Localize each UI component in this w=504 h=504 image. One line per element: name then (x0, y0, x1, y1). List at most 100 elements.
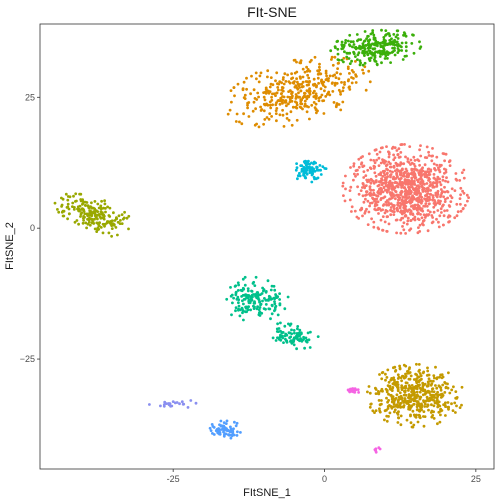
data-point-orange (327, 77, 330, 80)
data-point-orange (306, 68, 310, 71)
data-point-olive (93, 227, 97, 231)
data-point-red (377, 227, 381, 231)
data-point-red (370, 178, 374, 182)
data-point-purple (186, 406, 190, 409)
data-point-gold (415, 413, 418, 417)
data-point-gold (438, 375, 441, 379)
data-point-olive (99, 204, 103, 208)
data-point-red (398, 164, 402, 167)
data-point-green (380, 49, 384, 53)
data-point-orange (296, 80, 299, 84)
data-point-gold (417, 363, 421, 366)
data-point-red (442, 223, 445, 227)
data-point-orange (295, 118, 299, 122)
data-point-gold (394, 369, 397, 373)
data-point-red (462, 168, 466, 172)
data-point-red (407, 185, 410, 189)
data-point-gold (390, 395, 394, 399)
data-point-red (385, 209, 389, 213)
data-point-green (401, 58, 405, 61)
data-point-red (459, 193, 462, 197)
data-point-red (404, 182, 407, 186)
data-point-orange (286, 73, 289, 77)
data-point-red (396, 175, 399, 179)
data-point-olive (83, 212, 87, 216)
data-point-orange (252, 100, 256, 104)
data-point-red (354, 174, 357, 178)
data-point-red (399, 151, 403, 154)
data-point-teal (296, 327, 299, 331)
data-point-gold (412, 378, 416, 381)
data-point-green (379, 44, 383, 48)
data-point-blue (223, 432, 227, 436)
data-point-orange (321, 99, 324, 103)
data-point-olive (88, 217, 92, 221)
data-point-red (416, 204, 420, 208)
data-point-orange (297, 91, 300, 95)
data-point-teal (247, 301, 251, 305)
data-point-olive (66, 198, 70, 202)
data-point-purple (170, 404, 174, 408)
data-point-gold (384, 372, 387, 376)
data-point-teal (251, 282, 255, 285)
data-point-teal (290, 340, 293, 343)
data-point-green (411, 33, 414, 37)
data-point-olive (68, 212, 71, 216)
data-point-olive (98, 221, 101, 225)
data-point-red (422, 219, 426, 222)
data-point-olive (120, 222, 124, 226)
data-point-red (379, 198, 383, 202)
data-point-gold (429, 379, 433, 383)
data-point-red (430, 154, 433, 158)
data-point-orange (331, 74, 335, 78)
data-point-teal (298, 328, 302, 332)
data-point-gold (383, 409, 387, 413)
data-point-teal (256, 305, 259, 309)
data-point-gold (373, 411, 376, 414)
data-point-red (372, 159, 376, 162)
data-point-red (393, 146, 397, 150)
data-point-orange (262, 95, 266, 99)
data-point-orange (313, 55, 317, 59)
data-point-red (432, 173, 436, 176)
data-point-red (392, 175, 395, 179)
data-point-orange (350, 69, 354, 72)
data-point-green (392, 33, 396, 36)
data-point-gold (418, 383, 421, 387)
data-point-gold (366, 390, 369, 394)
data-point-red (385, 203, 389, 207)
data-point-teal (236, 295, 240, 299)
data-point-red (385, 145, 388, 149)
y-axis-ticks: −25 0 25 (20, 92, 40, 364)
data-point-red (362, 164, 366, 168)
data-point-red (407, 192, 411, 195)
data-point-red (432, 210, 436, 214)
data-point-green (352, 43, 356, 46)
data-point-orange (312, 95, 316, 99)
data-point-orange (324, 69, 328, 73)
data-point-gold (432, 410, 435, 414)
data-point-red (402, 162, 406, 166)
data-point-teal (236, 289, 240, 292)
data-point-orange (300, 85, 304, 89)
data-point-orange (278, 102, 282, 106)
data-point-orange (282, 125, 286, 128)
data-point-gold (433, 376, 436, 380)
data-point-red (384, 164, 388, 168)
data-point-red (357, 192, 361, 196)
data-point-gold (415, 379, 418, 383)
data-point-olive (91, 221, 95, 224)
data-point-gold (395, 393, 399, 397)
data-point-olive (97, 213, 101, 216)
data-point-red (443, 185, 446, 189)
data-point-red (430, 214, 434, 217)
data-point-green (357, 51, 361, 55)
data-point-teal (244, 310, 247, 314)
data-point-green (402, 31, 406, 34)
data-point-orange (255, 122, 258, 126)
data-point-red (412, 197, 416, 201)
data-point-red (436, 191, 439, 194)
data-point-red (385, 190, 389, 194)
data-point-red (418, 223, 422, 227)
data-point-red (421, 209, 425, 213)
